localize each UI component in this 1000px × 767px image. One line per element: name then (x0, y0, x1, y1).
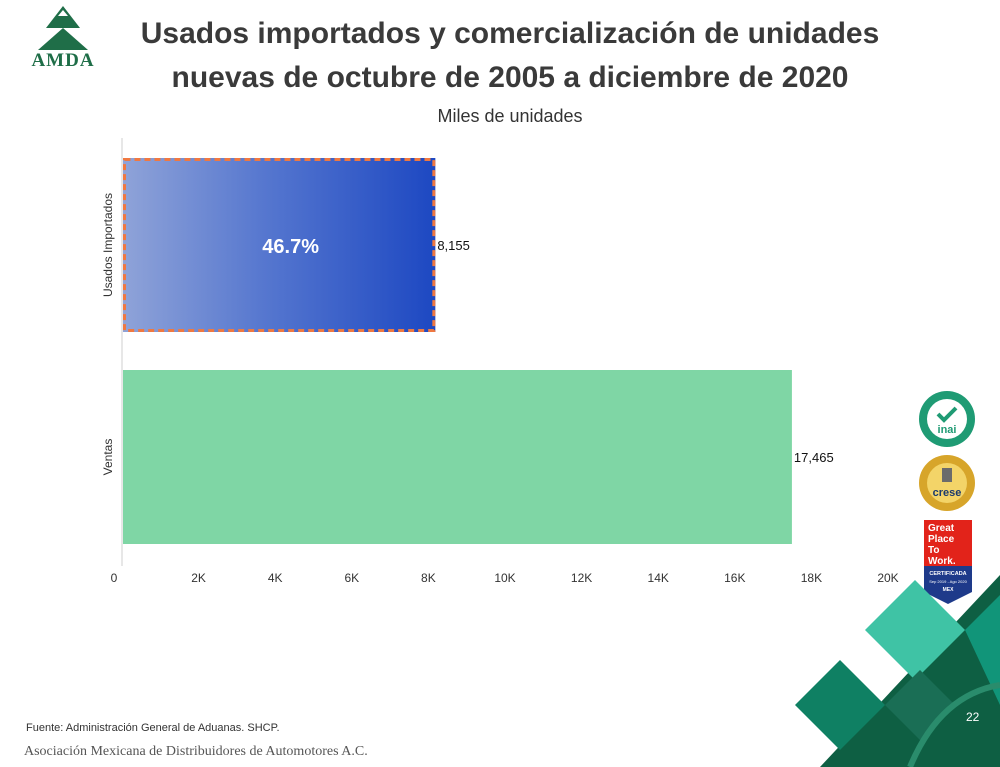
page-title: Usados importados y comercialización de … (90, 12, 930, 100)
bar-highlight-border (123, 158, 436, 332)
y-category-label: Ventas (101, 439, 115, 476)
gptw-cert: CERTIFICADA (929, 571, 966, 577)
inai-seal-icon: inai (919, 391, 975, 447)
y-category-label: Usados Importados (101, 193, 115, 297)
x-tick-label: 10K (494, 571, 515, 585)
page-number: 22 (966, 710, 980, 724)
gptw-line-3: To (928, 545, 939, 556)
x-tick-label: 18K (801, 571, 822, 585)
corner-decoration (795, 575, 1000, 767)
crese-seal-icon: crese (919, 455, 975, 511)
gptw-line-2: Place (928, 534, 955, 545)
x-tick-label: 4K (268, 571, 283, 585)
x-tick-label: 0 (111, 571, 118, 585)
logo-text: AMDA (31, 50, 95, 71)
highlight-percentage: 46.7% (262, 236, 319, 258)
bar-value-label: 17,465 (794, 450, 834, 465)
x-tick-label: 20K (877, 571, 898, 585)
organization-name: Asociación Mexicana de Distribuidores de… (24, 744, 368, 759)
amda-logo: AMDA (22, 6, 104, 71)
gptw-dates: Sep 2019 - Ago 2020 (929, 579, 967, 584)
x-tick-label: 14K (648, 571, 669, 585)
crese-label: crese (933, 487, 962, 499)
title-line-2: nuevas de octubre de 2005 a diciembre de… (171, 61, 849, 94)
x-tick-label: 12K (571, 571, 592, 585)
gptw-line-4: Work. (928, 556, 956, 567)
bar-usados-importados (123, 158, 436, 332)
gptw-line-1: Great (928, 523, 955, 534)
gptw-country: MEX (943, 587, 955, 593)
crese-badge: crese (918, 454, 976, 517)
source-note: Fuente: Administración General de Aduana… (26, 722, 280, 734)
x-tick-label: 2K (191, 571, 206, 585)
chart-subtitle: Miles de unidades (437, 106, 583, 126)
inai-badge: inai (918, 390, 976, 453)
inai-label: inai (938, 424, 957, 436)
bar-value-label: 8,155 (437, 238, 470, 253)
x-tick-label: 16K (724, 571, 745, 585)
x-tick-label: 6K (344, 571, 359, 585)
title-line-1: Usados importados y comercialización de … (140, 17, 880, 50)
gptw-badge: Great Place To Work. CERTIFICADA Sep 201… (924, 520, 972, 609)
mountain-logo-icon (38, 6, 88, 50)
gptw-certificate-icon: Great Place To Work. CERTIFICADA Sep 201… (924, 520, 972, 604)
x-tick-label: 8K (421, 571, 436, 585)
bar-ventas (123, 370, 792, 544)
